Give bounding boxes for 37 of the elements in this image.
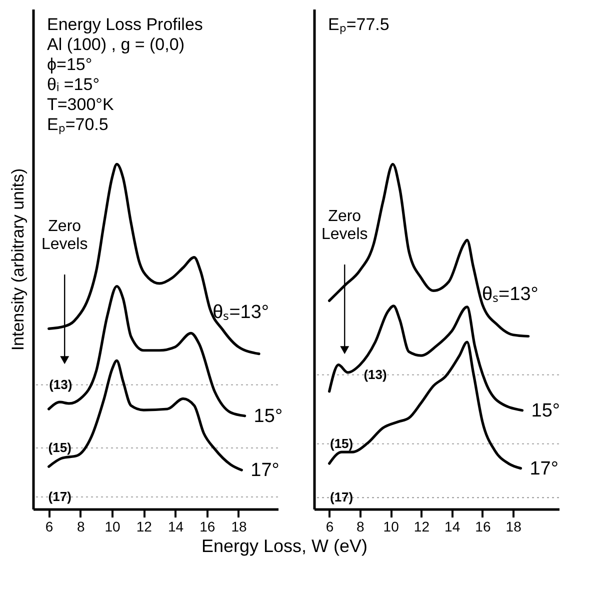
text: Al (100) , g = (0,0) (47, 35, 184, 54)
annotation: Zero Levels (322, 208, 368, 244)
x-tick-label: 6 (45, 518, 54, 534)
x-tick-label: 18 (231, 518, 247, 534)
text: ϕ=15° (47, 55, 92, 74)
x-tick-label: 12 (136, 518, 152, 534)
x-tick-label: 10 (383, 518, 400, 534)
series-label: θₛ=13° (482, 284, 538, 306)
x-tick-label: 14 (168, 518, 184, 534)
x-tick-label: 12 (414, 518, 430, 534)
y-axis-title: Intensity (arbitrary units) (8, 168, 28, 351)
text: Eₚ=70.5 (47, 115, 108, 135)
series-label: θₛ=13° (212, 302, 270, 323)
series-label: 15° (531, 400, 560, 422)
chart-title: Energy Loss Profiles (47, 15, 203, 34)
annotation: (15) (330, 436, 354, 451)
series-label: 17° (250, 460, 280, 482)
x-tick-label: 14 (444, 518, 460, 534)
x-tick-label: 18 (506, 518, 522, 534)
x-tick-label: 10 (104, 518, 121, 534)
annotation: (13) (364, 366, 387, 382)
x-tick-label: 16 (200, 518, 216, 534)
annotation: (15) (48, 440, 72, 455)
x-axis-title: Energy Loss, W (eV) (201, 536, 368, 556)
annotation: Zero Levels (41, 218, 88, 254)
text: θᵢ =15° (47, 75, 100, 94)
annotation: (13) (49, 376, 72, 392)
x-tick-label: 16 (475, 518, 491, 534)
text: T=300°K (47, 95, 114, 114)
x-tick-label: 6 (326, 518, 334, 534)
series-label: 15° (254, 406, 283, 427)
x-tick-label: 8 (356, 518, 365, 534)
annotation: (17) (48, 488, 72, 504)
x-tick-label: 8 (77, 518, 86, 534)
annotation: (17) (330, 490, 354, 505)
text: Eₚ=77.5 (328, 15, 390, 35)
series-label: 17° (530, 458, 558, 480)
